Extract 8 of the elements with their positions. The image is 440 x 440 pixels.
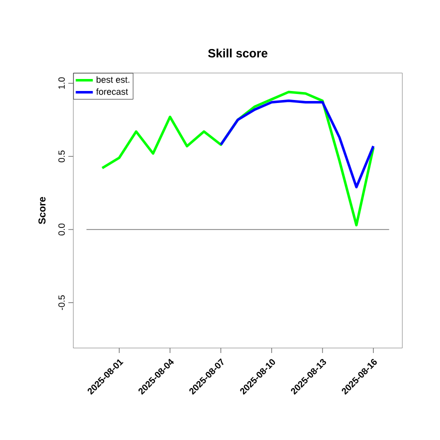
legend-label: best est. bbox=[96, 76, 130, 83]
y-axis-title: Score bbox=[38, 196, 46, 224]
chart-title: Skill score bbox=[208, 48, 268, 58]
y-tick-label: 0.0 bbox=[58, 224, 65, 236]
y-tick-label: -0.5 bbox=[58, 295, 65, 310]
y-tick-label: 1.0 bbox=[58, 77, 65, 89]
legend-label: forecast bbox=[96, 88, 128, 95]
y-tick-label: 0.5 bbox=[58, 150, 65, 162]
